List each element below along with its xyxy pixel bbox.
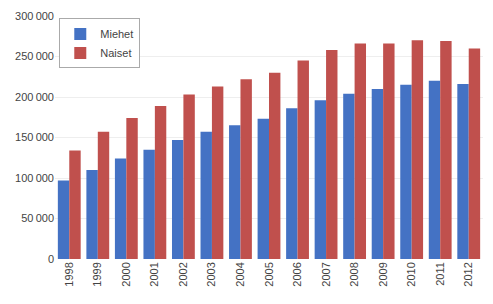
svg-text:Miehet: Miehet [100,28,133,40]
svg-text:1998: 1998 [63,262,75,286]
svg-text:200 000: 200 000 [15,91,54,103]
svg-text:300 000: 300 000 [15,10,54,22]
svg-text:2002: 2002 [177,262,189,286]
svg-text:100 000: 100 000 [15,172,54,184]
svg-text:2003: 2003 [206,262,218,286]
svg-text:2008: 2008 [348,262,360,286]
svg-text:250 000: 250 000 [15,50,54,62]
svg-text:2005: 2005 [263,262,275,286]
svg-text:2012: 2012 [462,262,474,286]
svg-text:2007: 2007 [320,262,332,286]
svg-text:2001: 2001 [148,262,160,286]
svg-text:2006: 2006 [291,262,303,286]
svg-text:50 000: 50 000 [21,212,54,224]
svg-text:Naiset: Naiset [100,47,131,59]
svg-text:2000: 2000 [120,262,132,286]
svg-text:2010: 2010 [405,262,417,286]
svg-text:2009: 2009 [377,262,389,286]
svg-text:1999: 1999 [91,262,103,286]
svg-text:150 000: 150 000 [15,131,54,143]
svg-text:0: 0 [48,253,54,265]
svg-text:2004: 2004 [234,262,246,286]
svg-text:2011: 2011 [434,262,446,286]
